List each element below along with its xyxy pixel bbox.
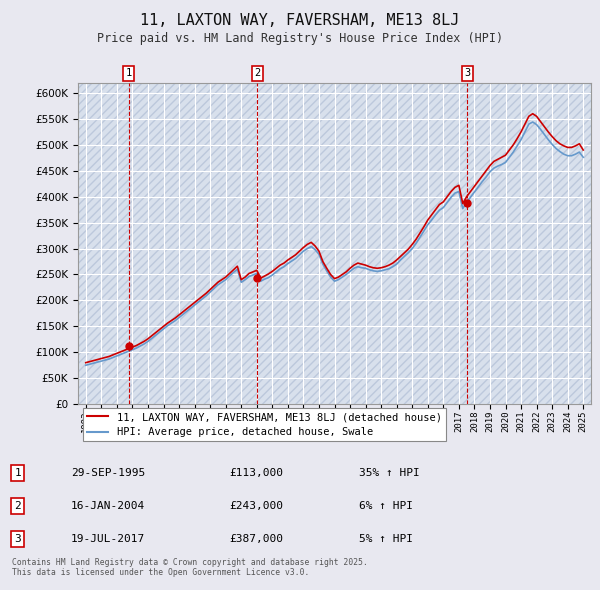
- Text: 29-SEP-1995: 29-SEP-1995: [71, 468, 145, 478]
- Text: Price paid vs. HM Land Registry's House Price Index (HPI): Price paid vs. HM Land Registry's House …: [97, 32, 503, 45]
- Text: £387,000: £387,000: [229, 534, 283, 544]
- Text: 2: 2: [254, 68, 260, 78]
- Text: 6% ↑ HPI: 6% ↑ HPI: [359, 501, 413, 511]
- Text: 35% ↑ HPI: 35% ↑ HPI: [359, 468, 419, 478]
- Text: 2: 2: [14, 501, 21, 511]
- Text: 16-JAN-2004: 16-JAN-2004: [71, 501, 145, 511]
- Legend: 11, LAXTON WAY, FAVERSHAM, ME13 8LJ (detached house), HPI: Average price, detach: 11, LAXTON WAY, FAVERSHAM, ME13 8LJ (det…: [83, 408, 446, 441]
- Text: £113,000: £113,000: [229, 468, 283, 478]
- Text: 3: 3: [14, 534, 21, 544]
- Text: £243,000: £243,000: [229, 501, 283, 511]
- Text: 19-JUL-2017: 19-JUL-2017: [71, 534, 145, 544]
- Text: 3: 3: [464, 68, 470, 78]
- Text: 5% ↑ HPI: 5% ↑ HPI: [359, 534, 413, 544]
- Text: 1: 1: [14, 468, 21, 478]
- Text: 1: 1: [125, 68, 131, 78]
- Text: Contains HM Land Registry data © Crown copyright and database right 2025.
This d: Contains HM Land Registry data © Crown c…: [12, 558, 368, 577]
- Text: 11, LAXTON WAY, FAVERSHAM, ME13 8LJ: 11, LAXTON WAY, FAVERSHAM, ME13 8LJ: [140, 13, 460, 28]
